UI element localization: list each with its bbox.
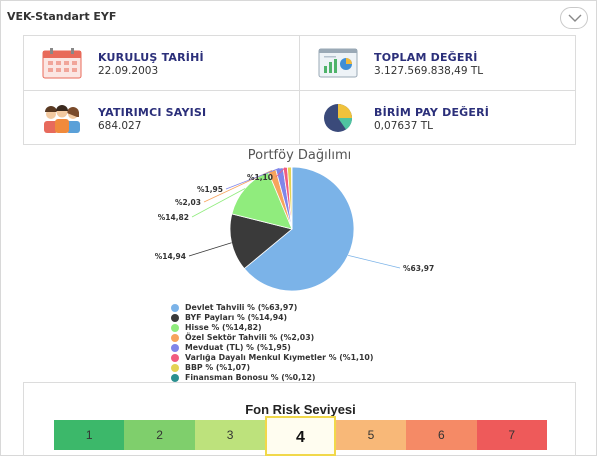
collapse-button[interactable]	[560, 7, 588, 29]
pie-slice[interactable]	[229, 213, 293, 270]
pie-data-label: %63,97	[403, 264, 434, 273]
legend-swatch	[171, 374, 179, 382]
founding-date-cell: KURULUŞ TARİHİ 22.09.2003	[24, 36, 299, 90]
pie-label-connector	[225, 167, 280, 190]
pie-label-connector	[191, 188, 246, 218]
pie-chart-icon	[324, 104, 352, 132]
risk-title: Fon Risk Seviyesi	[245, 402, 356, 417]
legend-label: Finansman Bonosu % (%0,12)	[185, 373, 316, 382]
legend-swatch	[171, 304, 179, 312]
card-header: VEK-Standart EYF	[7, 7, 592, 31]
unit-value-label: BİRİM PAY DEĞERİ	[374, 106, 490, 119]
investor-count-label: YATIRIMCI SAYISI	[98, 106, 207, 119]
legend-swatch	[171, 364, 179, 372]
risk-level-4: 4	[265, 416, 336, 456]
risk-level-1: 1	[54, 420, 125, 450]
legend-label: Hisse % (%14,82)	[185, 323, 262, 332]
legend-item[interactable]: Mevduat (TL) % (%1,95)	[171, 343, 491, 353]
total-value-cell: TOPLAM DEĞERİ 3.127.569.838,49 TL	[300, 36, 575, 90]
fund-title: VEK-Standart EYF	[7, 10, 117, 23]
chart-legend: Devlet Tahvili % (%63,97) BYF Payları % (…	[171, 303, 491, 383]
pie-data-label: %1,10	[247, 173, 273, 182]
founding-date-value: 22.09.2003	[98, 65, 159, 77]
founding-date-label: KURULUŞ TARİHİ	[98, 51, 204, 64]
pie-data-label: %14,82	[158, 213, 189, 222]
portfolio-pie-chart: %63,97 %14,94 %14,82 %2,03 %1,95 %1,10	[155, 167, 434, 292]
legend-swatch	[171, 344, 179, 352]
investor-count-value: 684.027	[98, 120, 142, 132]
legend-label: BYF Payları % (%14,94)	[185, 313, 288, 322]
legend-swatch	[171, 354, 179, 362]
pie-data-label: %1,95	[197, 185, 223, 194]
legend-swatch	[171, 334, 179, 342]
legend-label: Varlığa Dayalı Menkul Kıymetler % (%1,10…	[185, 353, 374, 362]
legend-label: Özel Sektör Tahvili % (%2,03)	[185, 333, 315, 342]
portfolio-title: Portföy Dağılımı	[247, 148, 352, 163]
pie-data-label: %14,94	[155, 252, 186, 261]
unit-value-cell: BİRİM PAY DEĞERİ 0,07637 TL	[300, 91, 575, 145]
legend-item[interactable]: Finansman Bonosu % (%0,12)	[171, 373, 491, 383]
legend-label: Devlet Tahvili % (%63,97)	[185, 303, 298, 312]
unit-value-value: 0,07637 TL	[374, 120, 434, 132]
investor-count-cell: YATIRIMCI SAYISI 684.027	[24, 91, 299, 145]
pie-label-connector	[275, 167, 286, 178]
legend-label: Mevduat (TL) % (%1,95)	[185, 343, 291, 352]
pie-label-connector	[188, 242, 232, 257]
risk-level-7: 7	[476, 420, 547, 450]
legend-item[interactable]: BYF Payları % (%14,94)	[171, 313, 491, 323]
total-value-label: TOPLAM DEĞERİ	[374, 51, 478, 64]
risk-level-5: 5	[335, 420, 407, 450]
pie-label-connector	[348, 254, 401, 269]
people-icon	[44, 105, 80, 133]
legend-swatch	[171, 314, 179, 322]
risk-level-6: 6	[406, 420, 477, 450]
chart-dashboard-icon	[318, 48, 358, 78]
risk-level-2: 2	[124, 420, 195, 450]
fund-info-grid: KURULUŞ TARİHİ 22.09.2003 TOPLAM DEĞERİ …	[23, 35, 576, 145]
legend-item[interactable]: BBP % (%1,07)	[171, 363, 491, 373]
legend-item[interactable]: Hisse % (%14,82)	[171, 323, 491, 333]
risk-level-3: 3	[194, 420, 266, 450]
legend-item[interactable]: Özel Sektör Tahvili % (%2,03)	[171, 333, 491, 343]
total-value-value: 3.127.569.838,49 TL	[374, 65, 484, 77]
chevron-down-icon	[568, 14, 582, 22]
legend-label: BBP % (%1,07)	[185, 363, 251, 372]
pie-data-label: %2,03	[175, 198, 201, 207]
legend-item[interactable]: Varlığa Dayalı Menkul Kıymetler % (%1,10…	[171, 353, 491, 363]
divider	[24, 90, 575, 91]
legend-item[interactable]: Devlet Tahvili % (%63,97)	[171, 303, 491, 313]
calendar-icon	[42, 48, 82, 79]
legend-swatch	[171, 324, 179, 332]
